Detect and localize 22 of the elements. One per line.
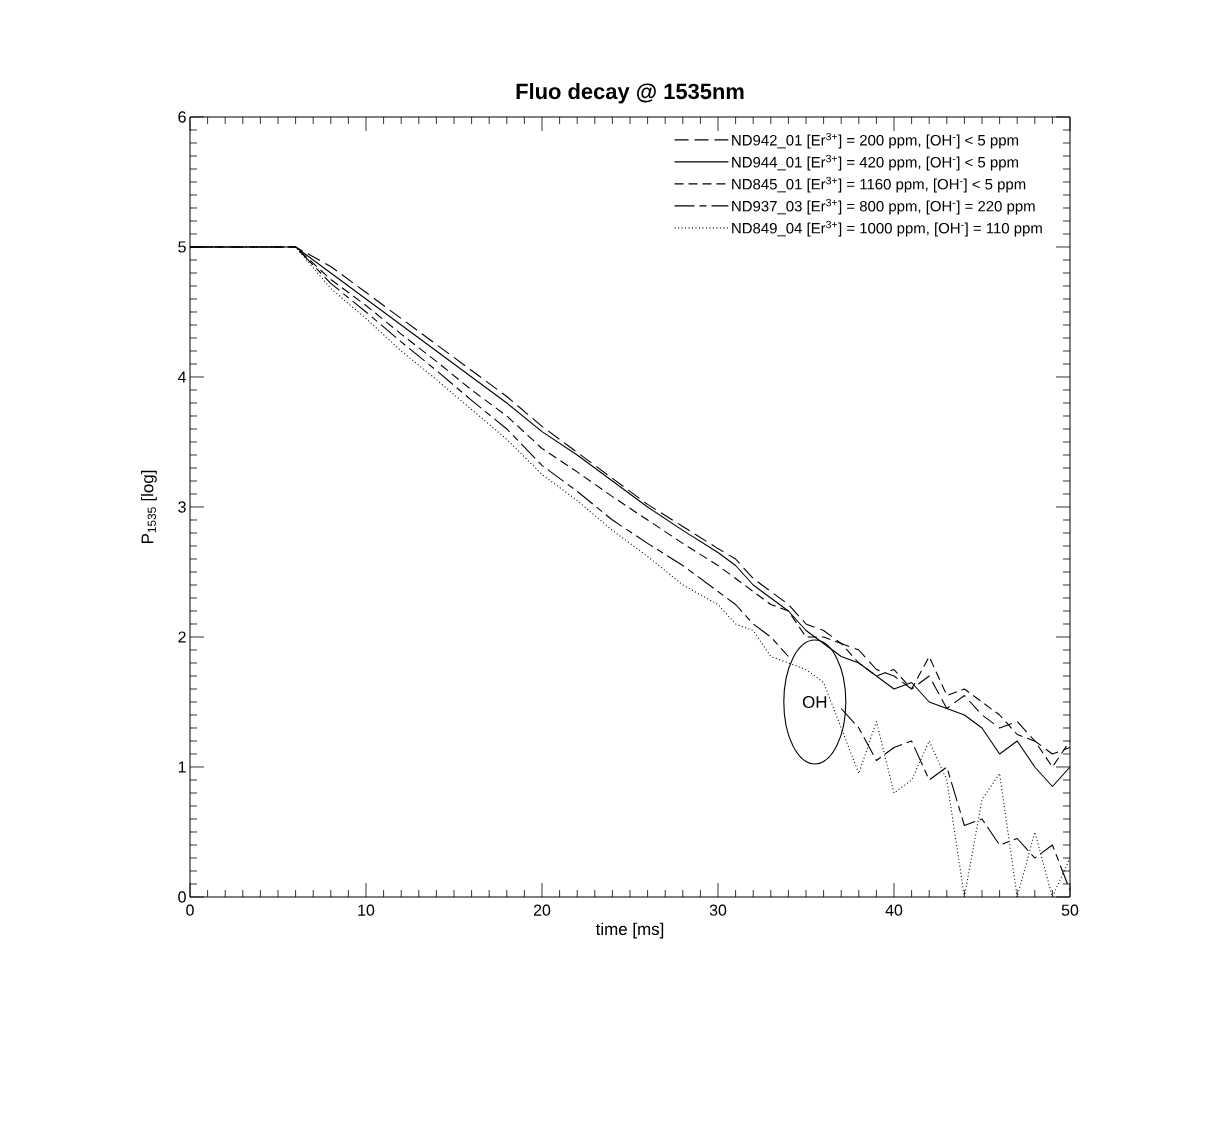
legend-label: ND937_03 [Er$^{3+}$] = 800 ppm, [OH$^{-}$] = 220 ppm — [732, 198, 1035, 215]
y-tick-label: 4 — [177, 371, 187, 383]
y-tick-label: 5 — [178, 241, 186, 253]
y-tick-label: 6 — [178, 111, 186, 123]
x-tick-label: 50 — [1061, 904, 1079, 916]
chart-title: Fluo decay @ 1535nm — [516, 83, 744, 104]
y-tick-label: 2 — [178, 631, 186, 643]
legend-label: ND849_04 [Er$^{3+}$] = 1000 ppm, [OH$^{-}$] = 110 ppm — [732, 220, 1042, 237]
legend-label: ND942_01 [Er$^{3+}$] = 200 ppm, [OH$^{-}$] < 5 ppm — [732, 132, 1018, 149]
x-axis-title: time [ms] — [595, 922, 664, 939]
x-tick-label: 0 — [186, 904, 194, 916]
x-tick-label: 30 — [709, 904, 727, 916]
y-tick-label: 3 — [178, 501, 186, 513]
y-tick-label: 0 — [178, 891, 186, 903]
legend-label: ND944_01 [Er$^{3+}$] = 420 ppm, [OH$^{-}$] < 5 ppm — [732, 154, 1018, 171]
y-axis-title: P$_{1535}$ [log] — [141, 470, 157, 544]
x-tick-label: 20 — [533, 904, 551, 916]
annotation: OH — [802, 696, 827, 708]
y-tick-label: 1 — [178, 761, 186, 773]
x-tick-label: 10 — [358, 904, 375, 916]
x-tick-label: 40 — [885, 904, 903, 916]
legend-label: ND845_01 [Er$^{3+}$] = 1160 ppm, [OH$^{-}$] < 5 ppm — [732, 176, 1026, 193]
